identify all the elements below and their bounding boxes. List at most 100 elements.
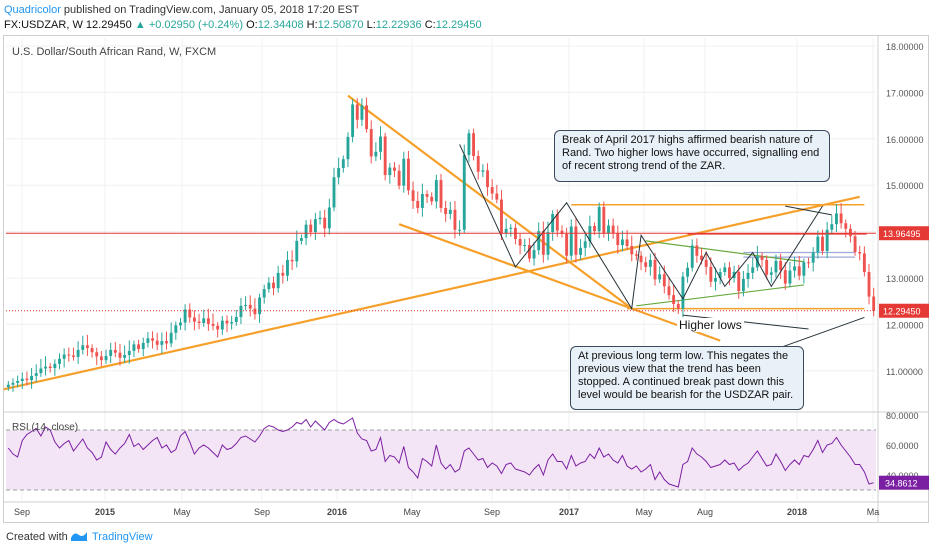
candle-body <box>862 253 866 272</box>
candle-body <box>630 245 634 255</box>
candle-body <box>90 348 94 353</box>
annotation-long-term-low[interactable]: At previous long term low. This negates … <box>570 346 804 410</box>
candle-body <box>388 167 392 175</box>
price-tag-label: 13.96495 <box>883 229 921 239</box>
rsi-line <box>7 417 874 488</box>
publish-header: Quadricolor published on TradingView.com… <box>4 4 359 16</box>
candle-body <box>579 247 583 255</box>
candle-body <box>704 259 708 267</box>
time-tick-label: Ma <box>867 507 880 517</box>
publisher-link[interactable]: Quadricolor <box>4 4 61 16</box>
candle-body <box>304 224 308 239</box>
candle-body <box>611 225 615 234</box>
candle-body <box>686 267 690 277</box>
price-tick-label: 11.00000 <box>886 367 923 377</box>
candle-body <box>569 226 573 256</box>
candle-body <box>444 207 448 214</box>
candle-body <box>281 272 285 276</box>
time-tick-label: May <box>635 507 653 517</box>
time-tick-label: 2018 <box>787 507 807 517</box>
candle-body <box>127 350 131 356</box>
candle-body <box>560 230 564 234</box>
candle-body <box>206 318 210 324</box>
candle-body <box>555 213 559 231</box>
candle-body <box>472 133 476 156</box>
candle-body <box>481 170 485 172</box>
price-tag <box>879 303 929 318</box>
candle-body <box>62 354 66 359</box>
wedge-upper-line <box>645 240 804 263</box>
candle-body <box>169 332 173 344</box>
candle-body <box>760 256 764 260</box>
candle-body <box>216 325 220 330</box>
candle-body <box>653 259 657 280</box>
candle-body <box>81 345 85 350</box>
candle-body <box>765 259 769 275</box>
rsi-last-label: 34.8612 <box>885 479 918 489</box>
candle-body <box>109 349 113 356</box>
candle-body <box>867 271 871 297</box>
candle-body <box>272 282 275 289</box>
candle-body <box>48 366 52 369</box>
rsi-last-tag <box>879 475 929 490</box>
rsi-title: RSI (14, close) <box>12 422 79 433</box>
candle-body <box>402 158 406 186</box>
candle-body <box>639 255 643 263</box>
candle-body <box>681 276 685 309</box>
rsi-tick-label: 80.0000 <box>886 411 919 421</box>
candle-body <box>788 270 792 284</box>
candle-body <box>211 323 215 326</box>
candle-body <box>267 282 271 290</box>
candle-body <box>313 219 317 233</box>
candle-body <box>430 196 434 202</box>
time-tick-label: 2017 <box>559 507 579 517</box>
candle-body <box>141 342 145 349</box>
candle-body <box>751 267 755 273</box>
candle-body <box>123 355 127 358</box>
chart-frame <box>3 35 929 523</box>
candle-body <box>551 213 555 233</box>
symbol-label: FX:USDZAR, W <box>4 19 83 31</box>
time-tick-label: Aug <box>697 507 713 517</box>
ohlc-header: FX:USDZAR, W 12.29450 ▲ +0.02950 (+0.24%… <box>4 19 482 31</box>
candle-body <box>807 262 810 264</box>
candle-body <box>597 207 601 232</box>
candle-body <box>602 207 606 233</box>
candle-body <box>830 224 834 230</box>
annotation-april-break[interactable]: Break of April 2017 highs affirmed beari… <box>554 130 830 182</box>
lower-channel-line <box>398 223 721 342</box>
candle-body <box>290 259 294 262</box>
candle-body <box>662 274 666 287</box>
candle-body <box>20 378 24 382</box>
candle-body <box>848 228 852 237</box>
candle-body <box>239 305 243 317</box>
candle-body <box>672 295 676 304</box>
candle-body <box>318 217 322 220</box>
candle-body <box>774 260 778 273</box>
candle-body <box>844 223 848 229</box>
candle-body <box>258 297 261 315</box>
candle-body <box>286 259 289 276</box>
tradingview-brand-link[interactable]: TradingView <box>92 531 153 543</box>
candle-body <box>565 233 569 256</box>
candle-body <box>99 356 103 361</box>
candle-body <box>220 320 224 330</box>
high-label: H: <box>306 19 318 31</box>
candle-body <box>709 266 713 282</box>
candle-body <box>132 344 136 351</box>
candle-body <box>34 373 38 376</box>
candle-body <box>44 366 47 369</box>
candle-body <box>393 167 396 171</box>
time-tick-label: Sep <box>14 507 30 517</box>
time-tick-label: May <box>173 507 191 517</box>
rsi-band-fill <box>6 430 876 490</box>
candle-body <box>248 304 252 309</box>
candle-body <box>811 252 815 263</box>
candle-body <box>476 155 480 172</box>
candle-body <box>714 278 717 282</box>
candle-body <box>532 250 536 259</box>
candle-body <box>523 245 527 247</box>
last-price: 12.29450 <box>85 19 132 31</box>
candle-body <box>262 289 266 298</box>
